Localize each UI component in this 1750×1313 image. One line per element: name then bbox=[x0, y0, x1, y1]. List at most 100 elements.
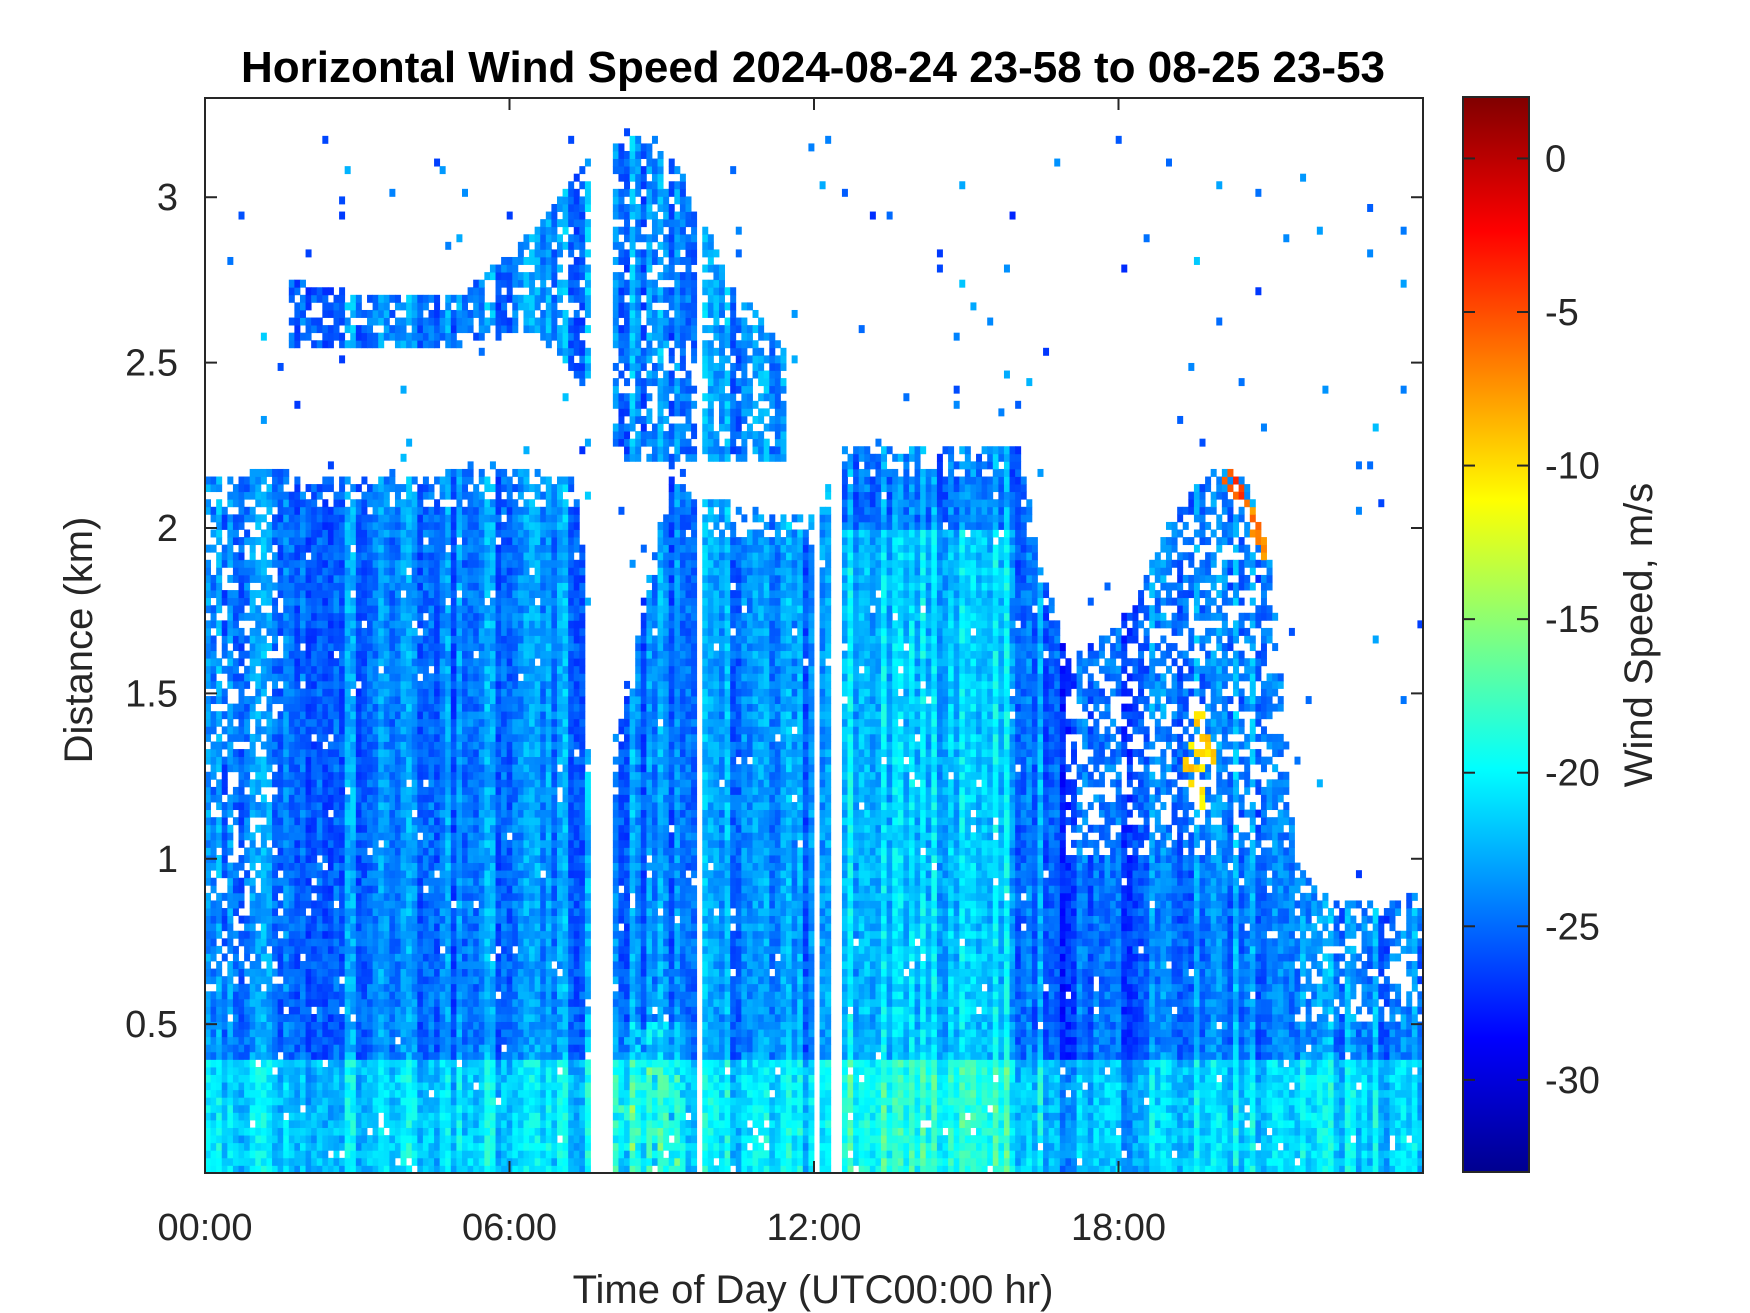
heatmap-cell bbox=[428, 688, 435, 697]
heatmap-cell bbox=[434, 627, 441, 636]
heatmap-cell bbox=[294, 287, 301, 296]
heatmap-cell bbox=[339, 786, 346, 795]
heatmap-cell bbox=[361, 809, 368, 818]
heatmap-cell bbox=[394, 491, 401, 500]
heatmap-cell bbox=[339, 537, 346, 546]
heatmap-cell bbox=[299, 499, 306, 508]
heatmap-cell bbox=[411, 559, 418, 568]
heatmap-cell bbox=[495, 726, 502, 735]
heatmap-cell bbox=[489, 976, 496, 985]
heatmap-cell bbox=[506, 998, 513, 1007]
heatmap-cell bbox=[299, 991, 306, 1000]
heatmap-cell bbox=[411, 923, 418, 932]
heatmap-cell bbox=[383, 605, 390, 614]
heatmap-cell bbox=[244, 1112, 251, 1121]
heatmap-cell bbox=[344, 802, 351, 811]
heatmap-cell bbox=[322, 976, 329, 985]
heatmap-cell bbox=[344, 915, 351, 924]
heatmap-cell bbox=[417, 862, 424, 871]
heatmap-cell bbox=[495, 802, 502, 811]
heatmap-cell bbox=[227, 476, 234, 485]
heatmap-cell bbox=[439, 1059, 446, 1068]
heatmap-cell bbox=[495, 264, 502, 273]
heatmap-cell bbox=[428, 605, 435, 614]
heatmap-cell bbox=[205, 1006, 211, 1015]
heatmap-cell bbox=[462, 923, 468, 932]
heatmap-cell bbox=[205, 915, 211, 924]
heatmap-cell bbox=[238, 1082, 245, 1091]
heatmap-cell bbox=[456, 552, 463, 561]
heatmap-cell bbox=[406, 529, 413, 538]
heatmap-cell bbox=[501, 612, 508, 621]
heatmap-cell bbox=[394, 786, 401, 795]
heatmap-cell bbox=[434, 877, 441, 886]
heatmap-cell bbox=[350, 817, 357, 826]
heatmap-cell bbox=[355, 1089, 362, 1098]
heatmap-cell bbox=[484, 877, 491, 886]
heatmap-cell bbox=[383, 839, 390, 848]
heatmap-cell bbox=[361, 771, 368, 780]
heatmap-cell bbox=[316, 915, 323, 924]
heatmap-cell bbox=[299, 1044, 306, 1053]
heatmap-cell bbox=[378, 673, 385, 682]
heatmap-cell bbox=[216, 627, 223, 636]
heatmap-cell bbox=[422, 635, 429, 644]
heatmap-cell bbox=[305, 703, 312, 712]
heatmap-cell bbox=[439, 1097, 446, 1106]
heatmap-cell bbox=[288, 665, 295, 674]
heatmap-cell bbox=[456, 703, 463, 712]
heatmap-cell bbox=[367, 991, 374, 1000]
heatmap-cell bbox=[372, 309, 379, 318]
heatmap-cell bbox=[272, 665, 279, 674]
heatmap-cell bbox=[495, 529, 502, 538]
heatmap-cell bbox=[355, 809, 362, 818]
heatmap-cell bbox=[333, 885, 340, 894]
heatmap-cell bbox=[272, 696, 279, 705]
heatmap-cell bbox=[355, 1021, 362, 1030]
heatmap-cell bbox=[305, 574, 312, 583]
heatmap-cell bbox=[344, 855, 351, 864]
heatmap-cell bbox=[249, 552, 256, 561]
heatmap-cell bbox=[216, 499, 223, 508]
heatmap-cell bbox=[506, 817, 513, 826]
heatmap-cell bbox=[355, 870, 362, 879]
heatmap-cell bbox=[484, 892, 491, 901]
heatmap-cell bbox=[445, 862, 452, 871]
heatmap-cell bbox=[283, 1135, 290, 1144]
heatmap-cell bbox=[422, 340, 429, 349]
heatmap-cell bbox=[339, 582, 346, 591]
heatmap-cell bbox=[445, 923, 452, 932]
heatmap-cell bbox=[372, 839, 379, 848]
heatmap-cell bbox=[288, 945, 295, 954]
heatmap-cell bbox=[400, 1165, 407, 1174]
heatmap-cell bbox=[417, 688, 424, 697]
heatmap-cell bbox=[355, 824, 362, 833]
heatmap-cell bbox=[428, 855, 435, 864]
heatmap-cell bbox=[383, 749, 390, 758]
heatmap-cell bbox=[422, 703, 429, 712]
heatmap-cell bbox=[456, 1006, 463, 1015]
heatmap-cell bbox=[434, 976, 441, 985]
heatmap-cell bbox=[283, 605, 290, 614]
heatmap-cell bbox=[210, 1089, 217, 1098]
heatmap-cell bbox=[478, 665, 485, 674]
heatmap-cell bbox=[294, 1021, 301, 1030]
heatmap-cell bbox=[450, 491, 457, 500]
heatmap-cell bbox=[394, 1067, 401, 1075]
heatmap-cell bbox=[316, 620, 323, 629]
heatmap-cell bbox=[344, 1014, 351, 1022]
heatmap-cell bbox=[244, 1142, 251, 1151]
heatmap-cell bbox=[277, 468, 284, 477]
heatmap-cell bbox=[249, 544, 256, 553]
heatmap-cell bbox=[210, 756, 217, 765]
heatmap-cell bbox=[456, 892, 463, 901]
heatmap-cell bbox=[484, 1074, 491, 1083]
heatmap-cell bbox=[428, 1150, 435, 1159]
heatmap-cell bbox=[244, 1006, 251, 1015]
heatmap-cell bbox=[311, 983, 318, 992]
heatmap-cell bbox=[361, 832, 368, 841]
heatmap-cell bbox=[255, 673, 262, 682]
heatmap-cell bbox=[288, 1097, 295, 1106]
heatmap-cell bbox=[277, 612, 284, 621]
heatmap-cell bbox=[350, 1112, 357, 1121]
